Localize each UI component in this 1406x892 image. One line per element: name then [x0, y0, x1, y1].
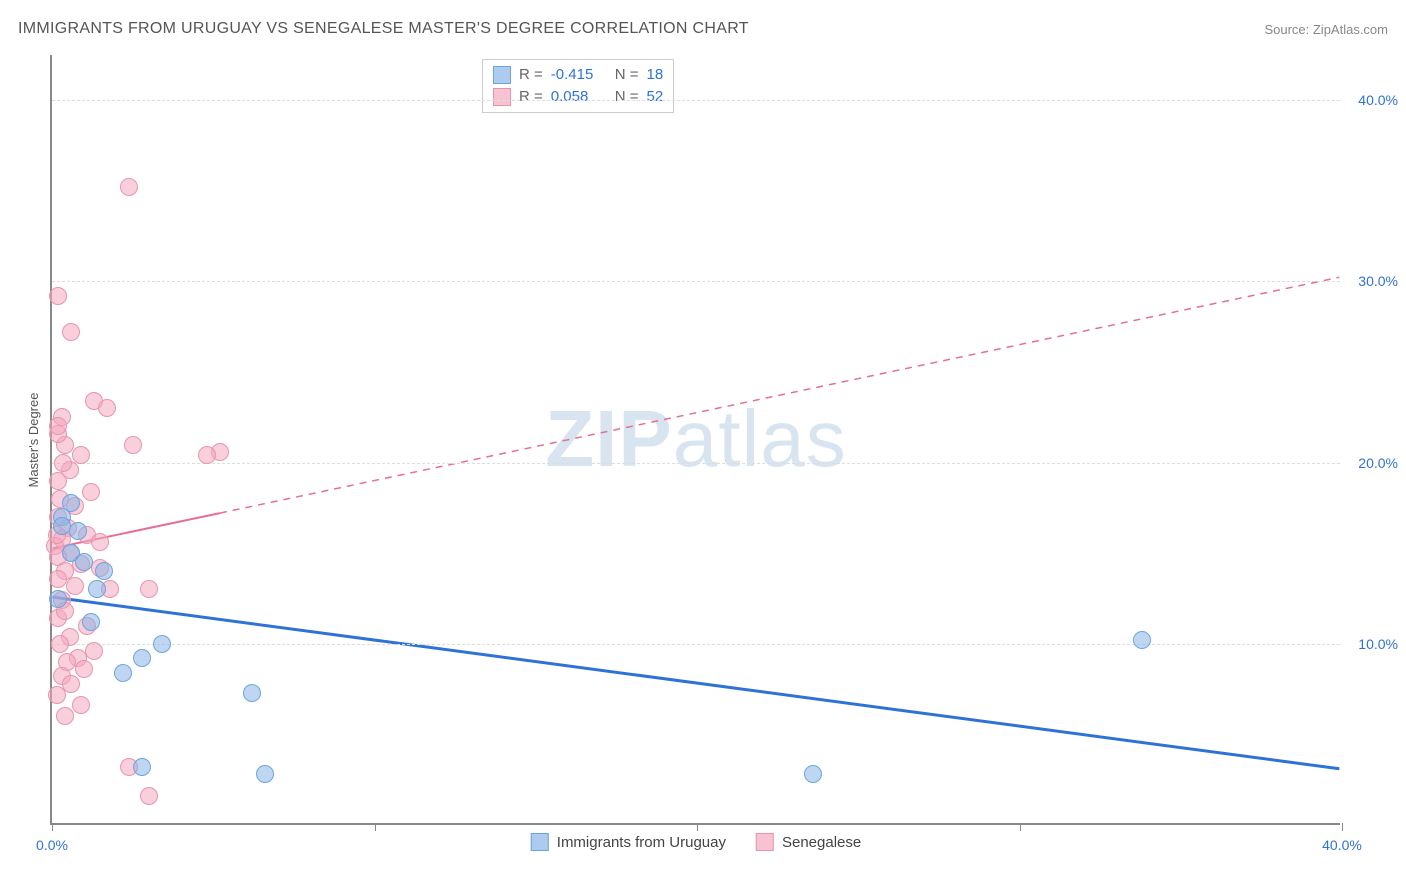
swatch-blue — [531, 833, 549, 851]
gridline — [52, 281, 1340, 282]
data-point-uruguay — [1133, 631, 1151, 649]
xtick — [52, 823, 53, 831]
n-value-senegalese: 52 — [647, 86, 664, 108]
data-point-uruguay — [49, 590, 67, 608]
data-point-senegalese — [91, 533, 109, 551]
y-axis-label: Master's Degree — [26, 393, 41, 488]
watermark: ZIPatlas — [545, 393, 846, 485]
data-point-senegalese — [120, 178, 138, 196]
data-point-senegalese — [198, 446, 216, 464]
data-point-uruguay — [88, 580, 106, 598]
data-point-senegalese — [49, 417, 67, 435]
xtick — [375, 823, 376, 831]
legend-row-uruguay: R = -0.415 N = 18 — [493, 64, 663, 86]
data-point-senegalese — [62, 323, 80, 341]
data-point-senegalese — [124, 436, 142, 454]
trendline-senegalese-extrapolated — [220, 277, 1339, 513]
ytick-label: 10.0% — [1358, 636, 1398, 652]
xtick-label: 40.0% — [1322, 837, 1362, 853]
xtick — [1020, 823, 1021, 831]
data-point-senegalese — [49, 287, 67, 305]
data-point-uruguay — [256, 765, 274, 783]
data-point-senegalese — [72, 446, 90, 464]
r-label: R = — [519, 64, 543, 86]
data-point-uruguay — [75, 553, 93, 571]
legend-label-uruguay: Immigrants from Uruguay — [557, 834, 726, 851]
data-point-senegalese — [54, 454, 72, 472]
watermark-zip: ZIP — [545, 394, 672, 483]
swatch-pink — [756, 833, 774, 851]
data-point-uruguay — [153, 635, 171, 653]
r-value-senegalese: 0.058 — [551, 86, 607, 108]
data-point-uruguay — [62, 494, 80, 512]
gridline — [52, 100, 1340, 101]
gridline — [52, 463, 1340, 464]
scatter-plot: ZIPatlas R = -0.415 N = 18R = 0.058 N = … — [50, 55, 1340, 825]
r-label: R = — [519, 86, 543, 108]
data-point-senegalese — [75, 660, 93, 678]
chart-title: IMMIGRANTS FROM URUGUAY VS SENEGALESE MA… — [18, 20, 749, 38]
series-legend: Immigrants from Uruguay Senegalese — [531, 833, 861, 851]
legend-swatch-senegalese — [493, 88, 511, 106]
legend-swatch-uruguay — [493, 66, 511, 84]
data-point-senegalese — [51, 635, 69, 653]
data-point-senegalese — [72, 696, 90, 714]
n-label: N = — [615, 86, 639, 108]
correlation-legend: R = -0.415 N = 18R = 0.058 N = 52 — [482, 59, 674, 113]
data-point-senegalese — [140, 787, 158, 805]
data-point-uruguay — [804, 765, 822, 783]
data-point-uruguay — [114, 664, 132, 682]
watermark-atlas: atlas — [673, 394, 847, 483]
legend-item-uruguay: Immigrants from Uruguay — [531, 833, 726, 851]
data-point-uruguay — [82, 613, 100, 631]
trendline-uruguay — [53, 597, 1340, 769]
source-label: Source: — [1264, 22, 1312, 37]
legend-label-senegalese: Senegalese — [782, 834, 861, 851]
legend-item-senegalese: Senegalese — [756, 833, 861, 851]
data-point-senegalese — [82, 483, 100, 501]
xtick-label: 0.0% — [36, 837, 68, 853]
n-label: N = — [615, 64, 639, 86]
data-point-senegalese — [140, 580, 158, 598]
data-point-uruguay — [95, 562, 113, 580]
xtick — [1342, 823, 1343, 831]
data-point-senegalese — [85, 642, 103, 660]
r-value-uruguay: -0.415 — [551, 64, 607, 86]
data-point-senegalese — [66, 577, 84, 595]
source-attribution: Source: ZipAtlas.com — [1264, 22, 1388, 37]
trend-lines — [52, 55, 1340, 823]
data-point-senegalese — [56, 707, 74, 725]
legend-row-senegalese: R = 0.058 N = 52 — [493, 86, 663, 108]
n-value-uruguay: 18 — [647, 64, 664, 86]
data-point-uruguay — [133, 758, 151, 776]
data-point-uruguay — [133, 649, 151, 667]
data-point-senegalese — [98, 399, 116, 417]
ytick-label: 40.0% — [1358, 92, 1398, 108]
source-link[interactable]: ZipAtlas.com — [1313, 22, 1388, 37]
data-point-uruguay — [69, 522, 87, 540]
data-point-senegalese — [48, 686, 66, 704]
ytick-label: 20.0% — [1358, 455, 1398, 471]
data-point-uruguay — [243, 684, 261, 702]
xtick — [697, 823, 698, 831]
ytick-label: 30.0% — [1358, 273, 1398, 289]
